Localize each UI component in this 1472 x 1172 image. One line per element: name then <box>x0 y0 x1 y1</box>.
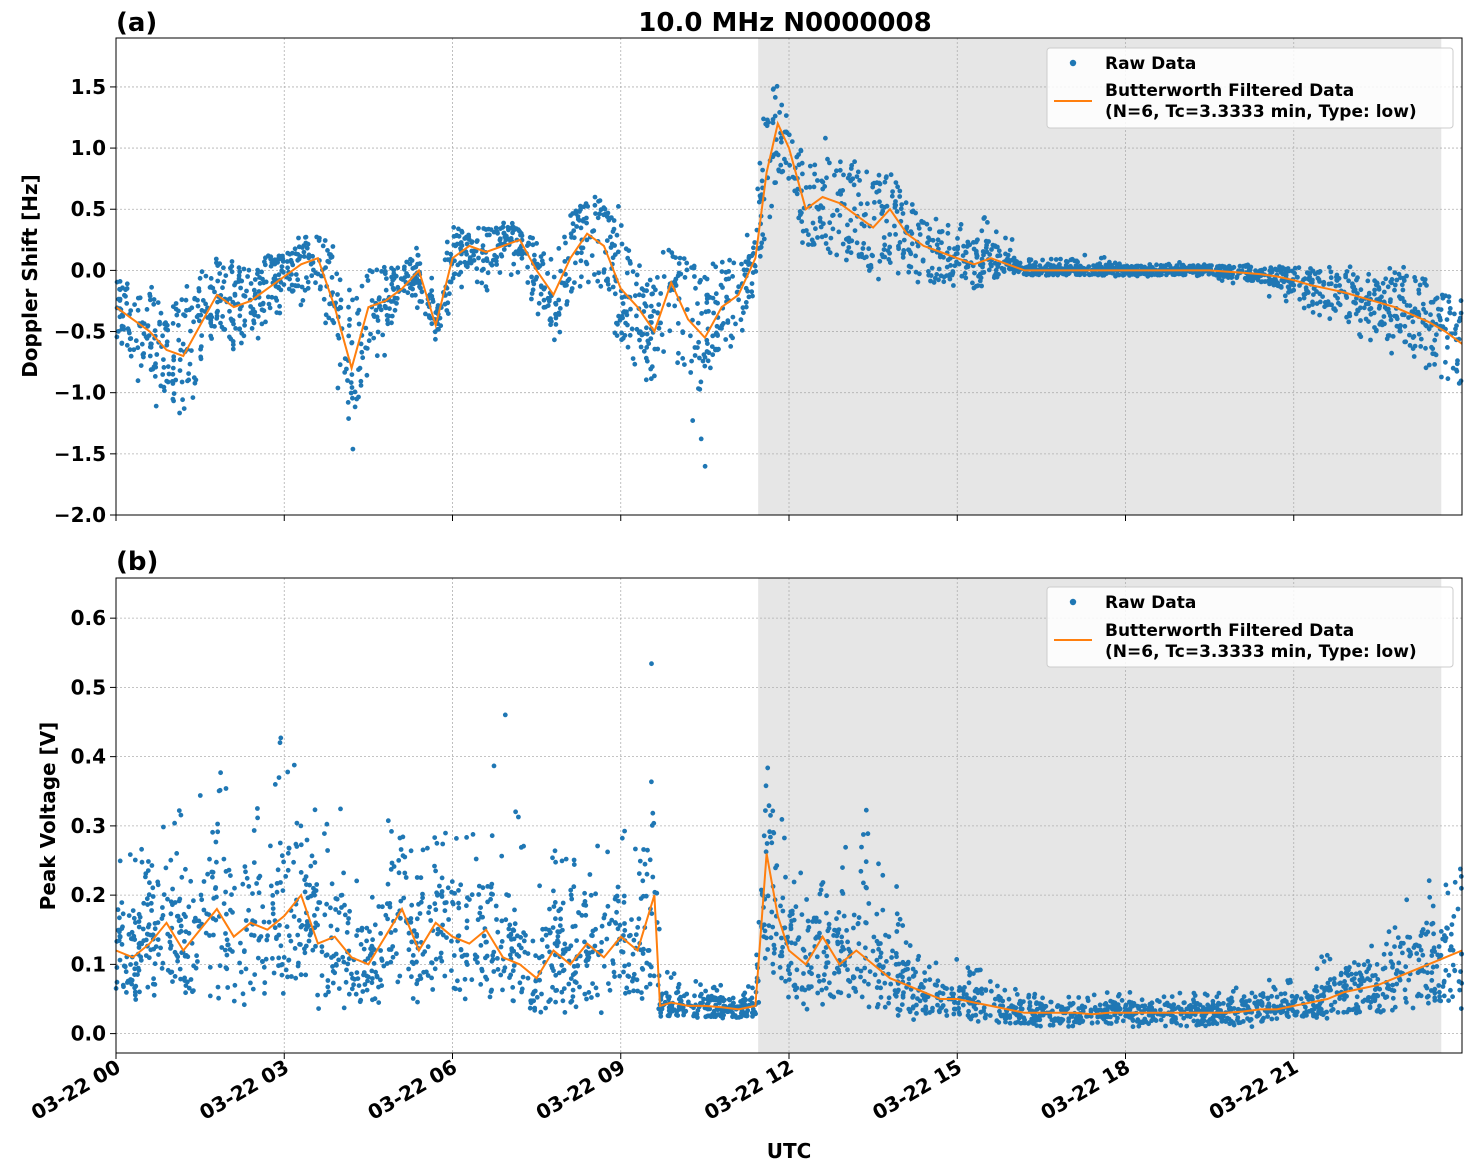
y-tick-label: 0.6 <box>71 606 106 630</box>
x-tick-label: 03-22 18 <box>1036 1055 1134 1125</box>
panel-b: 0.00.10.20.30.40.50.6 03-22 00 03-22 03 03… <box>27 547 1465 1163</box>
legend-a: Raw Data Butterworth Filtered Data (N=6,… <box>1046 47 1454 129</box>
y-tick-label: 0.3 <box>71 814 106 838</box>
y-ticks-b: 0.0 0.1 0.2 0.3 0.4 0.5 0.6 <box>71 606 116 1046</box>
x-tick-label: 03-22 00 <box>27 1055 125 1125</box>
raw-data-points <box>113 661 1465 1030</box>
legend-raw-marker-b <box>1069 598 1077 606</box>
legend-filtered-label-b: Butterworth Filtered Data (N=6, Tc=3.333… <box>1105 621 1417 662</box>
legend-box-a <box>1046 47 1454 129</box>
legend-filtered-line2-a: (N=6, Tc=3.3333 min, Type: low) <box>1105 102 1417 122</box>
x-tick-label: 03-22 12 <box>700 1055 798 1125</box>
y-tick-label: 1.0 <box>71 136 106 160</box>
legend-box-b <box>1046 586 1454 668</box>
y-axis-label-a: Doppler Shift [Hz] <box>18 174 42 378</box>
x-axis-label: UTC <box>767 1139 812 1163</box>
y-tick-label: −0.5 <box>54 320 106 344</box>
x-tick-label: 03-22 03 <box>195 1055 293 1125</box>
y-tick-label: 0.5 <box>71 197 106 221</box>
y-tick-label: 0.1 <box>71 952 106 976</box>
legend-filtered-line2-b: (N=6, Tc=3.3333 min, Type: low) <box>1105 642 1417 662</box>
y-tick-label: −1.5 <box>54 442 106 466</box>
x-tick-label: 03-22 15 <box>868 1055 966 1125</box>
chart-title: 10.0 MHz N0000008 <box>638 8 931 38</box>
filtered-line-b <box>115 853 1463 1016</box>
filtered-line-a <box>115 120 1463 372</box>
legend-b: Raw Data Butterworth Filtered Data (N=6,… <box>1046 586 1454 668</box>
y-tick-label: −2.0 <box>54 503 106 527</box>
y-tick-label: 0.0 <box>71 1022 106 1046</box>
raw-data-b <box>113 661 1465 1030</box>
panel-label-b: (b) <box>116 547 158 577</box>
legend-raw-marker-a <box>1069 59 1077 67</box>
x-tick-label: 03-22 06 <box>363 1055 461 1125</box>
legend-filtered-label-a: Butterworth Filtered Data (N=6, Tc=3.333… <box>1105 81 1417 122</box>
x-tick-label: 03-22 21 <box>1205 1055 1303 1125</box>
x-ticks-a <box>115 515 1295 521</box>
y-axis-label-b: Peak Voltage [V] <box>36 722 60 911</box>
y-tick-label: 0.5 <box>71 675 106 699</box>
y-tick-label: −1.0 <box>54 381 106 405</box>
legend-raw-label-b: Raw Data <box>1105 593 1196 613</box>
y-tick-label: 0.0 <box>71 258 106 282</box>
y-ticks-a: −2.0 −1.5 −1.0 −0.5 0.0 0.5 1.0 1.5 <box>54 75 116 527</box>
panel-label-a: (a) <box>116 8 157 38</box>
y-tick-label: 0.2 <box>71 883 106 907</box>
x-tick-label: 03-22 09 <box>532 1055 630 1125</box>
legend-filtered-line1-a: Butterworth Filtered Data <box>1105 81 1354 101</box>
x-ticks-b: 03-22 00 03-22 03 03-22 06 03-22 09 03-22 12… <box>27 1053 1302 1125</box>
panel-a: −2.0 −1.5 −1.0 −0.5 0.0 0.5 1.0 1.5 (a) 10.0 MH… <box>18 8 1464 527</box>
y-tick-label: 0.4 <box>71 745 106 769</box>
y-tick-label: 1.5 <box>71 75 106 99</box>
legend-filtered-line1-b: Butterworth Filtered Data <box>1105 621 1354 641</box>
legend-raw-label-a: Raw Data <box>1105 54 1196 74</box>
